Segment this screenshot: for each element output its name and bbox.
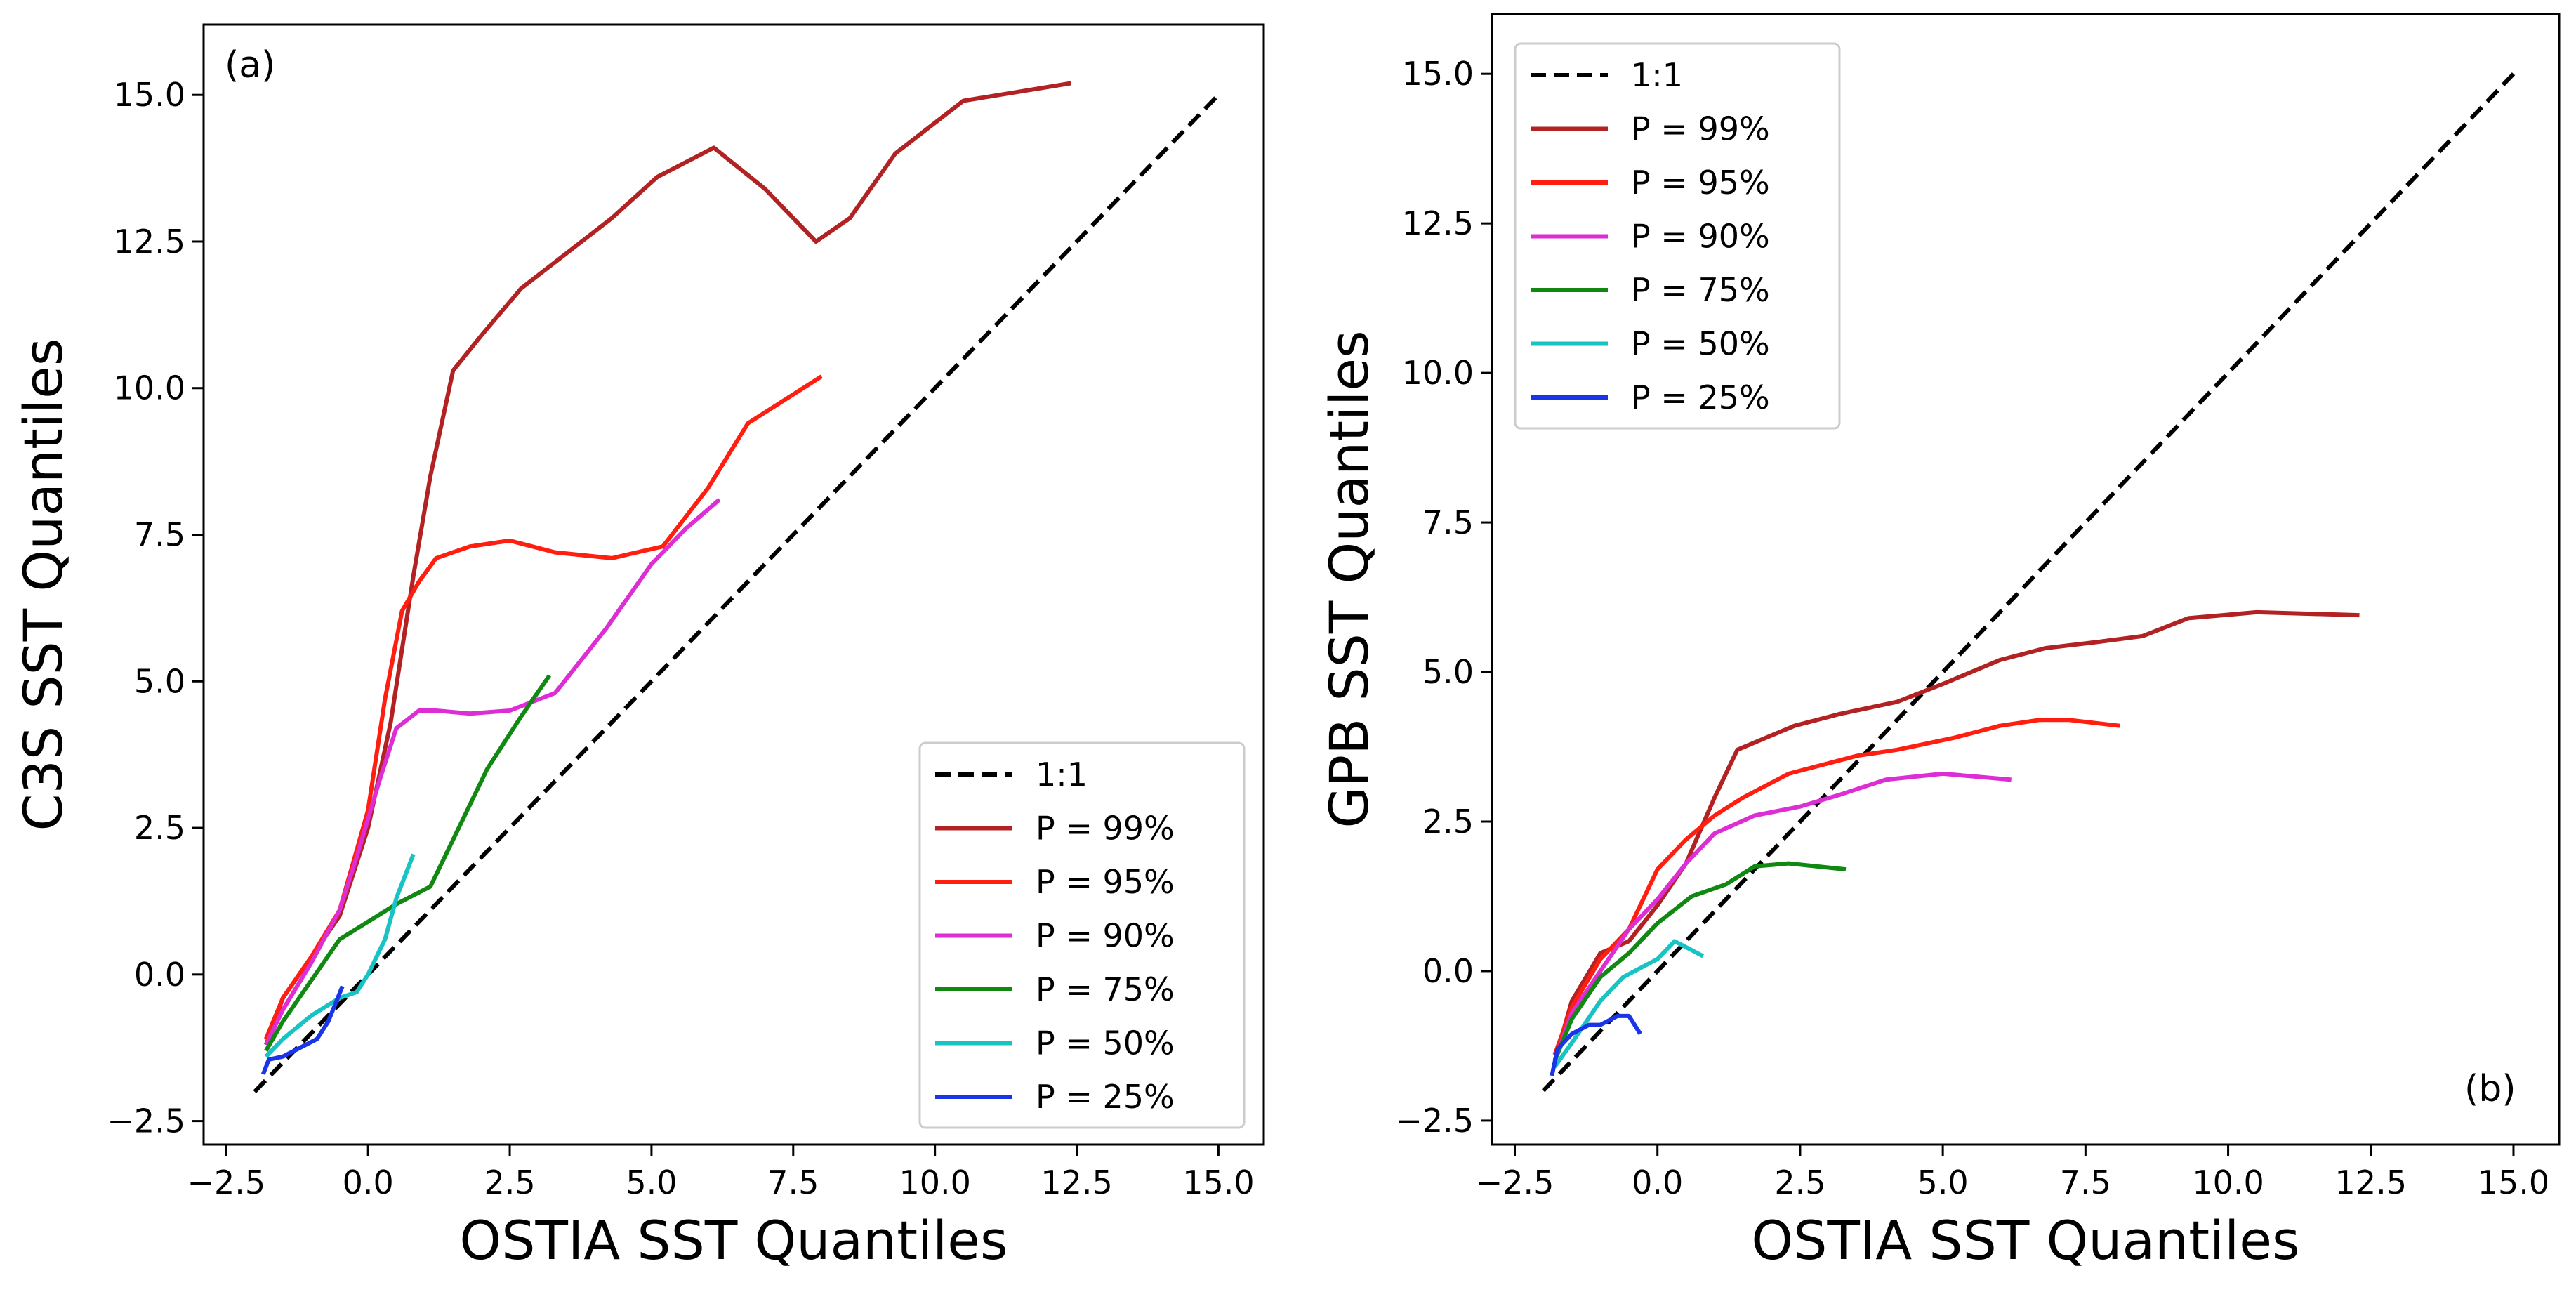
y-tick-label: 10.0 [1402, 354, 1474, 392]
legend-label: 1:1 [1036, 756, 1088, 793]
x-tick-label: 0.0 [1632, 1164, 1683, 1201]
plot-area [253, 81, 1220, 1093]
y-tick-label: 5.0 [134, 662, 185, 700]
legend-label: P = 25% [1036, 1078, 1175, 1116]
legend-label: P = 50% [1036, 1024, 1175, 1062]
legend-box [918, 741, 1246, 1129]
legend-label: P = 95% [1631, 164, 1770, 202]
legend-label: P = 90% [1631, 218, 1770, 256]
y-tick-label: 15.0 [114, 76, 185, 114]
y-tick-label: 5.0 [1422, 653, 1474, 691]
legend-label: P = 50% [1631, 325, 1770, 363]
series-line-25 [261, 985, 345, 1075]
panel-label: (a) [225, 44, 275, 86]
x-tick-label: 5.0 [626, 1164, 677, 1201]
series-line-95 [264, 374, 823, 1040]
y-tick-label: −2.5 [107, 1102, 185, 1140]
panel-a: −2.5 0.0 2.5 5.0 7.5 10.0 12.5 15.0 −2.5 0.0 2.5 5.… [12, 23, 1265, 1272]
legend-label: P = 90% [1036, 917, 1175, 955]
x-tick-label: 2.5 [484, 1164, 535, 1201]
y-tick-label: 0.0 [134, 956, 185, 994]
y-tick-label: 12.5 [1402, 204, 1474, 242]
x-tick-label: 10.0 [899, 1164, 970, 1201]
y-tick-label: 7.5 [134, 516, 185, 554]
x-axis-label: OSTIA SST Quantiles [1751, 1209, 2299, 1272]
panel-label: (b) [2464, 1068, 2516, 1110]
y-tick-label: −2.5 [1395, 1102, 1474, 1140]
legend-label: P = 75% [1631, 271, 1770, 309]
legend-label: 1:1 [1631, 56, 1683, 94]
x-tick-label: 0.0 [343, 1164, 394, 1201]
x-tick-label: 2.5 [1774, 1164, 1825, 1201]
series-line-50 [264, 853, 416, 1058]
x-tick-label: 7.5 [767, 1164, 819, 1201]
series-line-99 [1552, 609, 2360, 1062]
y-tick-label: 10.0 [114, 369, 185, 407]
legend-box [1514, 42, 1841, 430]
legend-label: P = 75% [1036, 970, 1175, 1008]
series-line-90 [264, 498, 721, 1046]
y-tick-label: 2.5 [134, 809, 185, 847]
legend-label: P = 99% [1631, 110, 1770, 148]
x-axis-label: OSTIA SST Quantiles [459, 1209, 1008, 1272]
y-axis-label: C3S SST Quantiles [12, 338, 74, 831]
series-line-90 [1552, 771, 2012, 1062]
legend: 1:1 P = 99% P = 95% P = 90% P = 75% P = 50% P … [1514, 42, 1841, 430]
x-tick-label: 15.0 [2478, 1164, 2549, 1201]
y-axis-label: GPB SST Quantiles [1318, 330, 1380, 828]
x-tick-label: 15.0 [1182, 1164, 1254, 1201]
y-tick-label: 7.5 [1422, 503, 1474, 541]
series-line-25 [1550, 1013, 1642, 1076]
x-tick-label: 12.5 [1041, 1164, 1112, 1201]
legend-label: P = 99% [1036, 810, 1175, 848]
plot-area [1542, 72, 2516, 1093]
panel-b: −2.5 0.0 2.5 5.0 7.5 10.0 12.5 15.0 −2.5 0.0 2.5 5.… [1318, 13, 2561, 1272]
x-tick-label: 7.5 [2060, 1164, 2111, 1201]
series-line-75 [264, 674, 552, 1052]
legend: 1:1 P = 99% P = 95% P = 90% P = 75% P = 50% P … [918, 741, 1246, 1129]
legend-label: P = 25% [1631, 378, 1770, 416]
series-line-75 [1552, 861, 1847, 1062]
y-tick-label: 0.0 [1422, 952, 1474, 990]
y-tick-label: 2.5 [1422, 803, 1474, 841]
y-tick-label: 12.5 [114, 223, 185, 261]
series-line-95 [1552, 718, 2120, 1056]
x-tick-label: 10.0 [2192, 1164, 2264, 1201]
plot-frame [202, 23, 1265, 1146]
plot-frame [1491, 13, 2561, 1146]
x-tick-label: −2.5 [187, 1164, 265, 1201]
y-tick-label: 15.0 [1402, 55, 1474, 93]
series-line-1to1 [1542, 72, 2516, 1093]
legend-label: P = 95% [1036, 863, 1175, 901]
x-tick-label: 5.0 [1917, 1164, 1969, 1201]
x-tick-label: 12.5 [2335, 1164, 2407, 1201]
x-tick-label: −2.5 [1476, 1164, 1554, 1201]
